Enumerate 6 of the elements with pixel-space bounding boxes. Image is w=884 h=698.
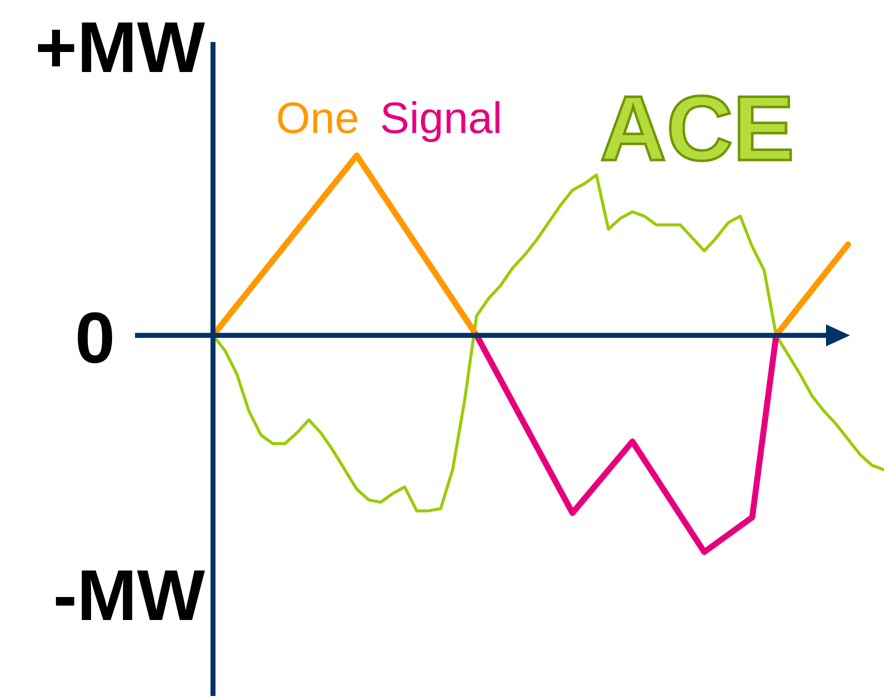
series-label: ACE	[600, 78, 794, 180]
text: Signal	[380, 94, 502, 143]
series-label: One	[276, 94, 360, 143]
text: +MW	[35, 8, 206, 88]
text: 0	[74, 298, 115, 378]
text: -MW	[53, 556, 206, 636]
